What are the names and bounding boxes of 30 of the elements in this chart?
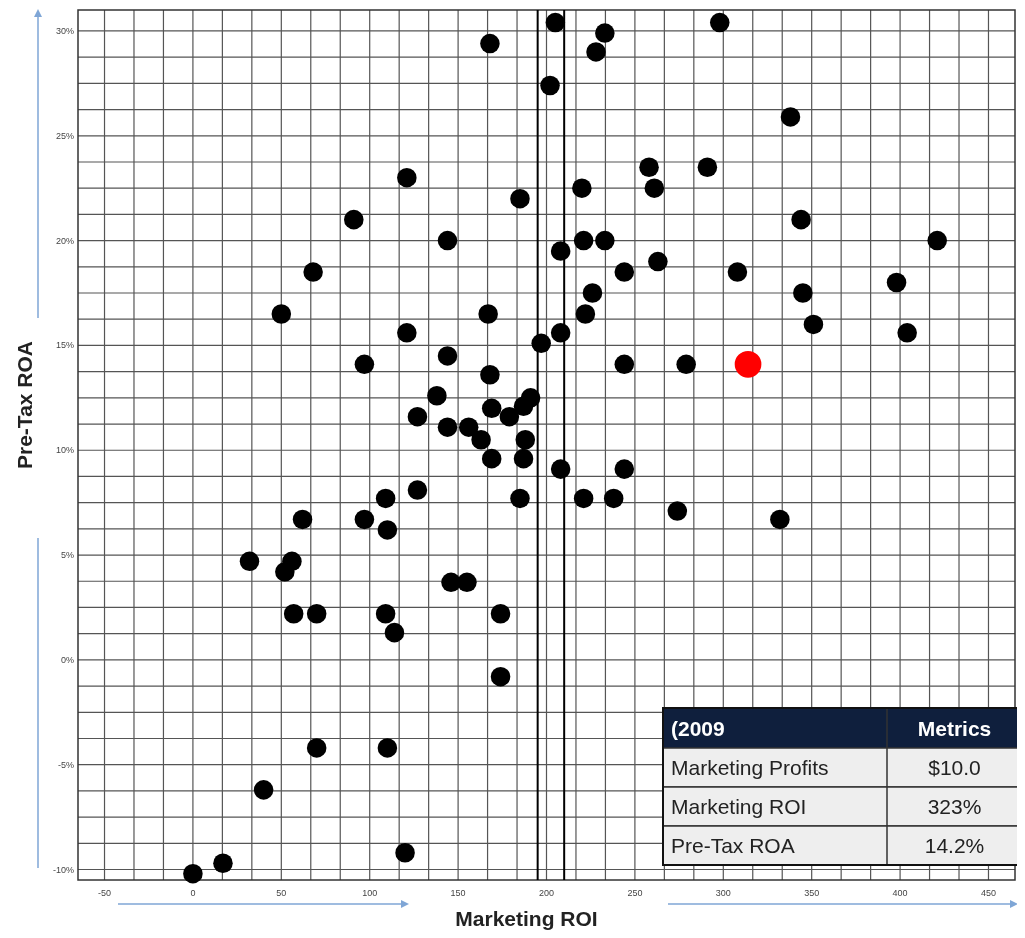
x-tick-label: -50 (98, 888, 112, 898)
y-tick-label: 5% (60, 550, 74, 561)
x-tick-label: 50 (276, 888, 287, 898)
x-tick-label: 0 (190, 888, 196, 898)
y-axis-title: Pre-Tax ROA (13, 341, 36, 469)
y-tick-label: 25% (55, 130, 74, 141)
x-tick-label: 100 (362, 888, 378, 898)
y-tick-label: 20% (55, 235, 74, 246)
y-tick-label: 15% (55, 340, 74, 351)
annotation: Metrics (917, 717, 992, 740)
annotation: Marketing Profits (671, 756, 829, 779)
y-tick-label: 10% (55, 445, 74, 456)
annotation: Marketing ROI (671, 795, 807, 818)
annotation: (2009 (671, 717, 725, 740)
y-tick-label: 30% (55, 25, 74, 36)
x-axis-title: Marketing ROI (455, 907, 598, 930)
x-tick-label: 250 (627, 888, 643, 898)
x-tick-label: 200 (538, 888, 555, 898)
annotation: Pre-Tax ROA (671, 834, 795, 857)
x-tick-label: 300 (715, 888, 731, 898)
y-tick-label: -10% (52, 864, 74, 875)
y-tick-label: 0% (60, 654, 74, 665)
x-tick-label: 400 (892, 888, 908, 898)
annotation: 14.2% (924, 834, 985, 857)
annotation: 323% (927, 795, 982, 818)
x-tick-label: 350 (804, 888, 820, 898)
y-tick-label: -5% (57, 759, 74, 770)
x-tick-label: 450 (980, 888, 996, 898)
x-tick-label: 150 (450, 888, 466, 898)
annotation: $10.0 (928, 756, 981, 779)
